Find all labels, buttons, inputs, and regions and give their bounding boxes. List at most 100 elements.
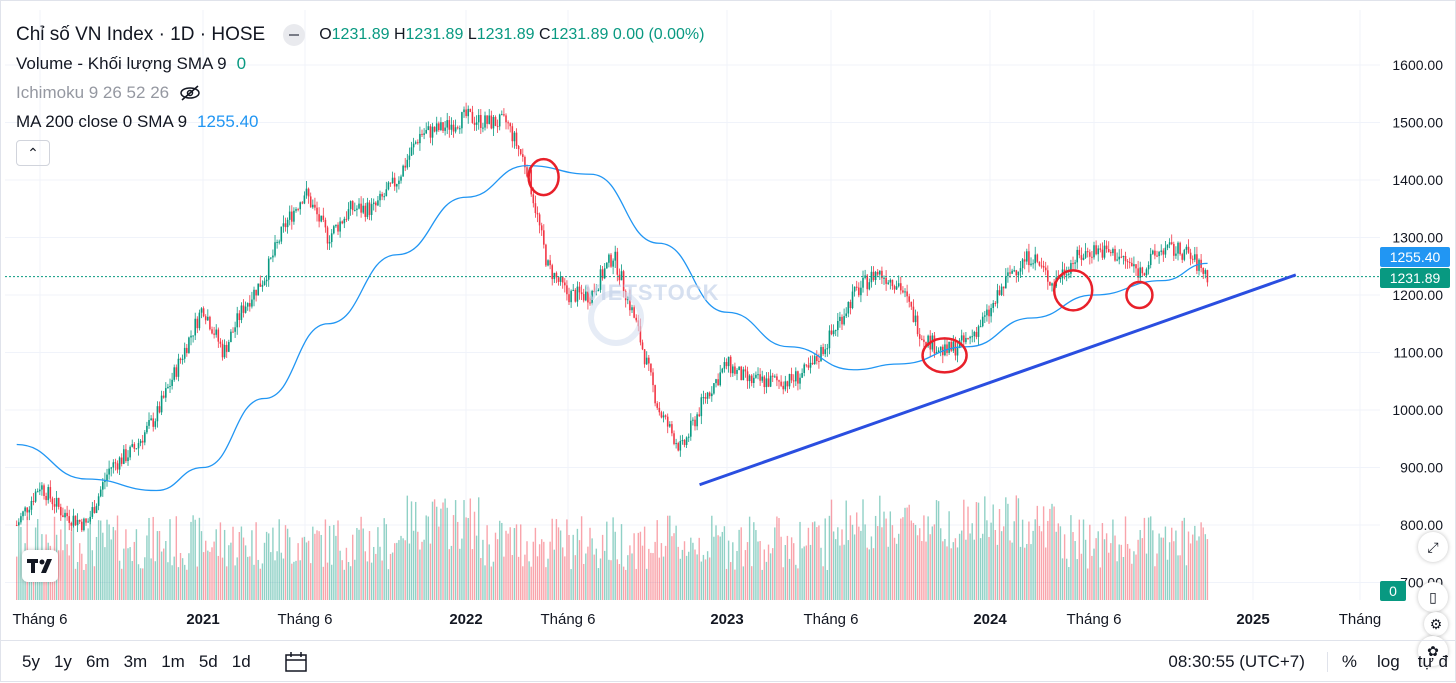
candle-body: [1049, 281, 1051, 286]
candle-body: [1147, 265, 1150, 270]
volume-bar: [345, 547, 348, 600]
candle-body: [765, 378, 768, 388]
candle-body: [910, 301, 913, 307]
candle-body: [408, 155, 411, 160]
volume-bar: [1101, 523, 1104, 600]
candle-body: [744, 369, 747, 372]
timeframe-1d[interactable]: 1d: [231, 652, 251, 671]
settings-gear-icon[interactable]: ⚙: [1424, 612, 1448, 636]
candle-body: [303, 195, 306, 204]
candle-body: [473, 122, 476, 125]
volume-bar: [1103, 539, 1106, 600]
candle-body: [759, 374, 761, 381]
volume-bar: [677, 546, 679, 600]
candle-body: [244, 306, 247, 313]
volume-bar: [232, 526, 234, 600]
volume-bar: [643, 526, 646, 600]
volume-bar: [154, 561, 157, 600]
candle-body: [1007, 272, 1009, 277]
volume-bar: [679, 558, 682, 600]
volume-bar: [996, 544, 999, 600]
volume-bar: [805, 545, 808, 600]
symbol-title[interactable]: Chỉ số VN Index · 1D · HOSE: [16, 23, 266, 45]
candle-body: [774, 376, 776, 378]
clock-display[interactable]: 08:30:55 (UTC+7): [1168, 652, 1305, 671]
candle-body: [211, 329, 213, 334]
volume-bar: [1021, 519, 1024, 600]
auto-toggle[interactable]: tự đ: [1417, 652, 1448, 671]
candle-body: [383, 196, 386, 198]
candle-body: [404, 165, 407, 168]
ohlc-values: O1231.89 H1231.89 L1231.89 C1231.89 0.00…: [319, 25, 705, 43]
volume-bar: [830, 499, 833, 600]
candle-body: [1095, 245, 1097, 255]
candle-body: [207, 316, 209, 321]
candle-body: [427, 126, 430, 130]
volume-bar: [442, 502, 444, 600]
hidden-eye-icon[interactable]: [179, 84, 201, 101]
candle-body: [981, 316, 984, 327]
timeframe-1m[interactable]: 1m: [161, 652, 185, 671]
candle-body: [351, 201, 354, 211]
candle-body: [295, 209, 297, 211]
candle-body: [362, 205, 365, 213]
candle-body: [39, 489, 41, 492]
volume-bar: [532, 541, 535, 600]
candle-body: [190, 335, 192, 338]
candle-body: [385, 189, 388, 197]
candle-body: [587, 291, 589, 303]
candle-body: [320, 215, 323, 222]
candle-body: [43, 485, 45, 496]
candle-body: [465, 109, 467, 117]
more-options-icon[interactable]: [283, 23, 306, 46]
tradingview-logo[interactable]: [22, 550, 58, 582]
timeframe-5d[interactable]: 5d: [198, 652, 218, 671]
volume-bar: [1171, 527, 1173, 600]
volume-bar: [690, 537, 692, 600]
candle-body: [34, 491, 37, 502]
candle-body: [973, 331, 976, 337]
collapse-legend-button[interactable]: ⌃: [16, 140, 50, 166]
book-icon[interactable]: ▯: [1418, 582, 1448, 612]
volume-bar: [377, 527, 379, 600]
candle-body: [345, 218, 348, 220]
volume-bar: [133, 541, 136, 600]
volume-bar: [1196, 540, 1198, 600]
candle-body: [593, 290, 596, 292]
calendar-range-icon[interactable]: [283, 650, 309, 674]
volume-bar: [436, 506, 438, 600]
timeframe-1y[interactable]: 1y: [53, 652, 72, 671]
candle-body: [1170, 242, 1173, 244]
timeframe-3m[interactable]: 3m: [123, 652, 148, 671]
candle-body: [1000, 286, 1003, 295]
candle-body: [1175, 253, 1177, 256]
volume-bar: [604, 550, 606, 600]
candle-body: [748, 375, 751, 382]
percent-toggle[interactable]: %: [1326, 652, 1357, 672]
log-toggle[interactable]: log: [1377, 652, 1400, 671]
brain-icon[interactable]: ✿: [1418, 636, 1448, 666]
candle-body: [326, 227, 329, 244]
ma-legend[interactable]: MA 200 close 0 SMA 9 1255.40: [16, 111, 259, 131]
volume-bar: [654, 541, 656, 600]
volume-bar: [188, 553, 190, 600]
ichimoku-legend[interactable]: Ichimoku 9 26 52 26: [16, 78, 704, 107]
candle-body: [450, 124, 453, 130]
timeframe-5y[interactable]: 5y: [22, 652, 40, 671]
volume-bar: [839, 545, 841, 600]
candle-body: [614, 251, 617, 261]
volume-bar: [868, 549, 871, 600]
fullscreen-icon[interactable]: ⤢: [1418, 532, 1448, 562]
candle-body: [484, 115, 486, 128]
volume-bar: [171, 565, 173, 600]
timeframe-6m[interactable]: 6m: [85, 652, 110, 671]
volume-bar: [1089, 524, 1091, 600]
candle-body: [832, 330, 835, 335]
candle-body: [681, 440, 684, 442]
volume-bar: [1009, 540, 1011, 600]
volume-bar: [326, 562, 329, 600]
candle-body: [509, 123, 512, 127]
volume-bar: [914, 524, 917, 600]
